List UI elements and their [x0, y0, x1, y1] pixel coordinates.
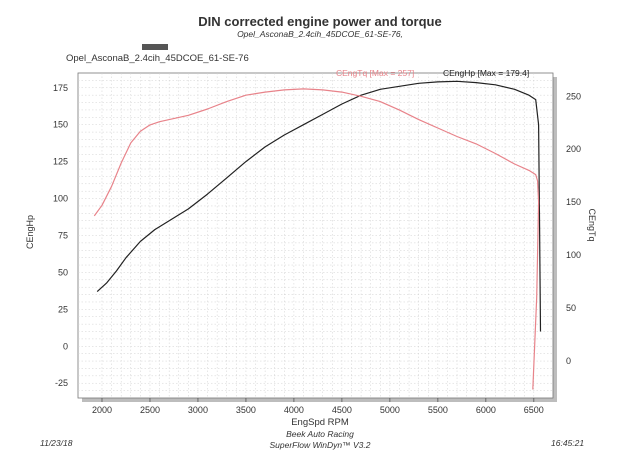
- x-tick-label: 4500: [332, 405, 352, 415]
- x-tick-label: 2000: [92, 405, 112, 415]
- y-axis-left-label: CEngHp: [25, 214, 35, 250]
- series-line-cenghp: [96, 80, 542, 332]
- series-line-cengtq: [93, 88, 540, 390]
- annotation-power-max: CEngHp [Max = 179.4]: [443, 68, 529, 78]
- footer-software-version: SuperFlow WinDyn™ V3.2: [269, 440, 371, 450]
- y-axis-right-label: CEngTq: [587, 208, 597, 242]
- x-tick-label: 5500: [428, 405, 448, 415]
- footer-date: 11/23/18: [40, 438, 73, 448]
- y-right-tick-label: 100: [566, 250, 581, 260]
- annotation-torque-max: CEngTq [Max = 257]: [336, 68, 414, 78]
- footer-shop-name: Beek Auto Racing: [286, 429, 354, 439]
- x-tick-label: 3500: [236, 405, 256, 415]
- y-left-tick-label: 175: [53, 83, 68, 93]
- y-left-tick-label: 0: [63, 341, 68, 351]
- footer-time: 16:45:21: [551, 438, 585, 448]
- y-left-tick-label: 25: [58, 304, 68, 314]
- x-tick-label: 2500: [140, 405, 160, 415]
- y-left-tick-label: -25: [55, 378, 68, 388]
- y-right-tick-label: 50: [566, 303, 576, 313]
- chart-subtitle: Opel_AsconaB_2.4cih_45DCOE_61-SE-76,: [237, 29, 403, 39]
- y-right-tick-label: 200: [566, 144, 581, 154]
- y-right-tick-label: 0: [566, 356, 571, 366]
- y-right-tick-label: 250: [566, 91, 581, 101]
- chart-title: DIN corrected engine power and torque: [198, 14, 442, 29]
- y-right-tick-label: 150: [566, 197, 581, 207]
- grid-lines: [78, 73, 553, 398]
- y-left-tick-label: 125: [53, 157, 68, 167]
- run-color-swatch: [142, 44, 168, 50]
- x-axis-label: EngSpd RPM: [291, 417, 349, 428]
- y-left-tick-label: 75: [58, 231, 68, 241]
- x-tick-label: 4000: [284, 405, 304, 415]
- x-tick-label: 3000: [188, 405, 208, 415]
- x-tick-label: 6000: [476, 405, 496, 415]
- y-left-tick-label: 100: [53, 194, 68, 204]
- y-left-tick-label: 150: [53, 120, 68, 130]
- run-label: Opel_AsconaB_2.4cih_45DCOE_61-SE-76: [66, 53, 249, 64]
- x-tick-label: 5000: [380, 405, 400, 415]
- y-left-tick-label: 50: [58, 267, 68, 277]
- x-tick-label: 6500: [524, 405, 544, 415]
